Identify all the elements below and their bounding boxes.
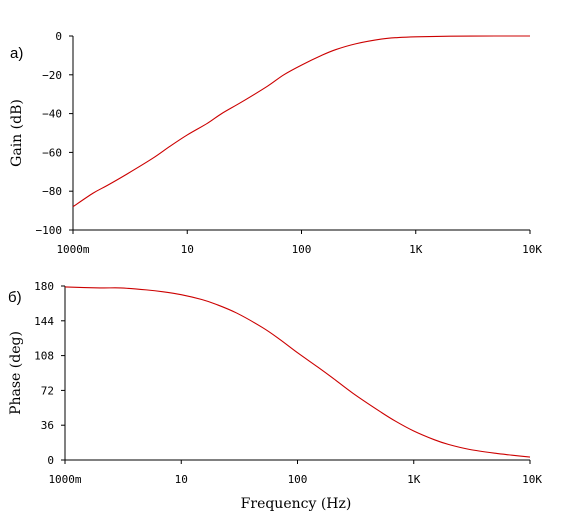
gain-x-tick-label: 10K xyxy=(522,243,542,256)
gain-x-ticks: 1000m 10 100 1K 10K xyxy=(56,230,542,256)
phase-y-tick-label: 108 xyxy=(34,350,54,363)
phase-y-ticks: 180 144 108 72 36 0 xyxy=(34,280,65,467)
phase-y-tick-label: 72 xyxy=(41,384,54,397)
gain-y-tick-label: −40 xyxy=(42,108,62,121)
gain-x-tick-label: 1000m xyxy=(56,243,89,256)
phase-x-tick-label: 1000m xyxy=(48,473,81,486)
gain-y-tick-label: −80 xyxy=(42,185,62,198)
phase-y-tick-label: 0 xyxy=(47,454,54,467)
gain-x-tick-label: 100 xyxy=(292,243,312,256)
gain-plot-panel: а) Gain (dB) 0−20−40−60−80−100 1000m 10 10… xyxy=(9,30,542,256)
gain-curve xyxy=(72,35,531,208)
phase-series xyxy=(64,286,531,458)
phase-x-tick-label: 10 xyxy=(175,473,188,486)
panel-label-b: б) xyxy=(8,289,22,306)
phase-y-tick-label: 36 xyxy=(41,419,54,432)
frequency-x-axis-label: Frequency (Hz) xyxy=(241,496,352,512)
gain-y-tick-label: −100 xyxy=(36,224,63,237)
gain-y-tick-label: −20 xyxy=(42,69,62,82)
phase-curve xyxy=(64,286,531,458)
phase-x-tick-label: 1K xyxy=(407,473,421,486)
phase-y-tick-label: 180 xyxy=(34,280,54,293)
gain-x-tick-label: 1K xyxy=(409,243,423,256)
phase-y-tick-label: 144 xyxy=(34,315,54,328)
gain-y-axis-label: Gain (dB) xyxy=(9,99,25,167)
gain-y-ticks: 0 −20 −40 −60 −80 −100 xyxy=(36,30,73,237)
panel-label-a: а) xyxy=(10,45,23,62)
gain-y-tick-label: 0 xyxy=(55,30,62,43)
gain-x-tick-label: 10 xyxy=(181,243,194,256)
phase-x-tick-label: 100 xyxy=(288,473,308,486)
phase-x-tick-label: 10K xyxy=(522,473,542,486)
phase-y-axis-label: Phase (deg) xyxy=(8,331,24,415)
gain-y-tick-label: −60 xyxy=(42,146,62,159)
gain-series xyxy=(72,35,531,208)
phase-x-ticks: 1000m 10 100 1K 10K xyxy=(48,460,542,486)
